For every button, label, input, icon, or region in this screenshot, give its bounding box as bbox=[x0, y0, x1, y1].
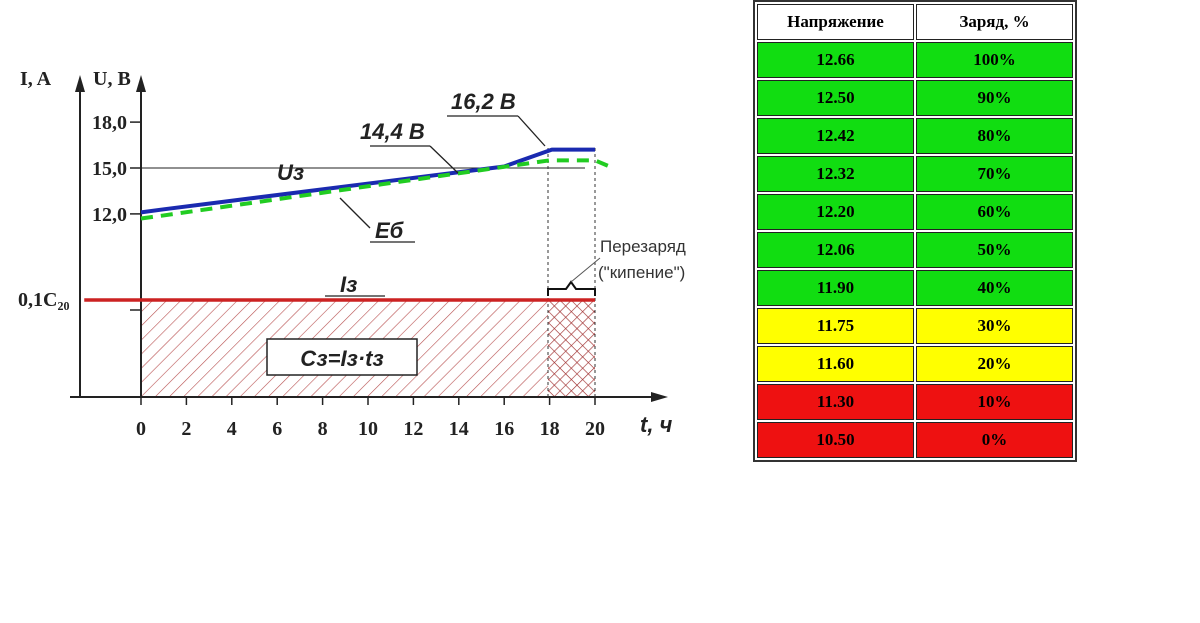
u-gas-pointer-diag bbox=[429, 145, 459, 174]
charge-cell: 60% bbox=[916, 194, 1073, 230]
series-line-uz bbox=[140, 147, 595, 215]
voltage-cell: 12.66 bbox=[757, 42, 914, 78]
voltage-cell: 11.75 bbox=[757, 308, 914, 344]
eb-pointer bbox=[339, 197, 371, 229]
x-axis-label: t, ч bbox=[640, 412, 673, 437]
overcharge-area bbox=[548, 300, 595, 397]
charge-chart: I, A U, B t, ч 0,1C₂₀ 0 2 4 6 8 10 12 14 16 18 20 1… bbox=[18, 68, 686, 440]
charge-table: Напряжение Заряд, % 12.66 100% 12.50 90% 12.… bbox=[753, 0, 1077, 462]
table-row: 11.90 40% bbox=[757, 270, 1073, 306]
overcharge-pointer bbox=[570, 257, 601, 283]
voltage-cell: 11.90 bbox=[757, 270, 914, 306]
x-tick-label: 18 bbox=[540, 418, 560, 440]
charge-cell: 30% bbox=[916, 308, 1073, 344]
u-gas-label: 14,4 В bbox=[360, 119, 425, 144]
charge-cell: 70% bbox=[916, 156, 1073, 192]
charge-cell: 50% bbox=[916, 232, 1073, 268]
table-row: 11.60 20% bbox=[757, 346, 1073, 382]
charge-cell: 40% bbox=[916, 270, 1073, 306]
current-axis-label: I, A bbox=[20, 68, 52, 90]
voltage-cell: 12.42 bbox=[757, 118, 914, 154]
x-tick-label: 10 bbox=[358, 418, 378, 440]
x-tick-label: 2 bbox=[181, 418, 191, 440]
voltage-cell: 12.20 bbox=[757, 194, 914, 230]
table-row: 12.50 90% bbox=[757, 80, 1073, 116]
eb-series-label: Еб bbox=[375, 218, 405, 243]
table-row: 12.42 80% bbox=[757, 118, 1073, 154]
charge-cell: 80% bbox=[916, 118, 1073, 154]
voltage-header: Напряжение bbox=[757, 4, 914, 40]
x-tick-label: 12 bbox=[403, 418, 423, 440]
charge-cell: 100% bbox=[916, 42, 1073, 78]
overcharge-label-1: Перезаряд bbox=[600, 237, 686, 256]
table-header-row: Напряжение Заряд, % bbox=[757, 4, 1073, 40]
table-row: 12.06 50% bbox=[757, 232, 1073, 268]
table-row: 12.32 70% bbox=[757, 156, 1073, 192]
u-max-pointer-diag bbox=[517, 115, 546, 147]
voltage-cell: 12.50 bbox=[757, 80, 914, 116]
y-tick-label: 18,0 bbox=[92, 112, 127, 134]
x-tick-label: 0 bbox=[136, 418, 146, 440]
uz-series-label: Uз bbox=[277, 160, 304, 185]
charge-cell: 90% bbox=[916, 80, 1073, 116]
x-axis-arrow bbox=[651, 392, 668, 402]
voltage-cell: 12.32 bbox=[757, 156, 914, 192]
voltage-axis-label: U, B bbox=[93, 68, 131, 90]
x-tick-label: 6 bbox=[272, 418, 282, 440]
voltage-axis-arrow bbox=[136, 75, 146, 92]
x-tick-label: 8 bbox=[318, 418, 328, 440]
voltage-cell: 10.50 bbox=[757, 422, 914, 458]
overcharge-label-2: ("кипение") bbox=[598, 263, 685, 282]
voltage-cell: 11.60 bbox=[757, 346, 914, 382]
table-row: 12.20 60% bbox=[757, 194, 1073, 230]
y-tick-label: 15,0 bbox=[92, 158, 127, 180]
series-line-eb bbox=[140, 158, 614, 221]
voltage-cell: 11.30 bbox=[757, 384, 914, 420]
capacity-formula: Сз=Iз·tз bbox=[300, 346, 383, 371]
table-row: 12.66 100% bbox=[757, 42, 1073, 78]
x-tick-label: 20 bbox=[585, 418, 605, 440]
charge-cell: 0% bbox=[916, 422, 1073, 458]
table-row: 11.75 30% bbox=[757, 308, 1073, 344]
current-axis-arrow bbox=[75, 75, 85, 92]
y-tick-label: 12,0 bbox=[92, 204, 127, 226]
x-tick-label: 14 bbox=[449, 418, 469, 440]
table-row: 11.30 10% bbox=[757, 384, 1073, 420]
charge-header: Заряд, % bbox=[916, 4, 1073, 40]
x-tick-label: 16 bbox=[494, 418, 514, 440]
table-row: 10.50 0% bbox=[757, 422, 1073, 458]
overcharge-brace bbox=[547, 280, 596, 296]
iz-series-label: Iз bbox=[340, 272, 357, 297]
x-tick-label: 4 bbox=[227, 418, 237, 440]
u-max-label: 16,2 В bbox=[451, 89, 516, 114]
voltage-cell: 12.06 bbox=[757, 232, 914, 268]
capacity-box bbox=[266, 338, 418, 376]
current-tick-label: 0,1C₂₀ bbox=[18, 289, 69, 311]
charge-cell: 10% bbox=[916, 384, 1073, 420]
charge-cell: 20% bbox=[916, 346, 1073, 382]
